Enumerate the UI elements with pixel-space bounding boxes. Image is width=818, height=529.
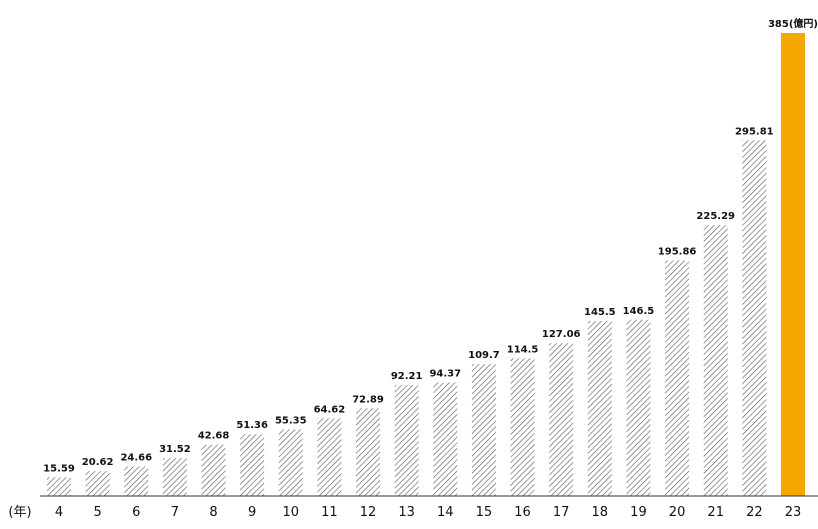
x-tick-10: 10 bbox=[283, 505, 300, 520]
x-tick-20: 20 bbox=[669, 505, 686, 520]
bar-22 bbox=[742, 140, 767, 496]
bar-7 bbox=[162, 458, 187, 496]
bar-13 bbox=[394, 385, 419, 496]
value-label-20: 195.86 bbox=[658, 246, 697, 257]
bar-14 bbox=[433, 382, 458, 496]
value-label-19: 146.5 bbox=[623, 306, 655, 317]
x-tick-4: 4 bbox=[55, 505, 63, 520]
x-tick-13: 13 bbox=[398, 505, 415, 520]
x-tick-16: 16 bbox=[514, 505, 531, 520]
x-tick-7: 7 bbox=[171, 505, 179, 520]
value-label-11: 64.62 bbox=[314, 404, 346, 415]
bar-17 bbox=[549, 343, 574, 496]
bar-16 bbox=[510, 358, 535, 496]
bar-10 bbox=[278, 429, 303, 496]
x-tick-5: 5 bbox=[93, 505, 101, 520]
value-label-10: 55.35 bbox=[275, 415, 307, 426]
value-labels-group: 15.59 20.62 24.66 31.52 42.68 51.36 55.35 64.62… bbox=[43, 17, 818, 474]
bar-9 bbox=[240, 434, 265, 496]
x-tick-19: 19 bbox=[630, 505, 647, 520]
value-label-14: 94.37 bbox=[429, 369, 461, 380]
value-label-17: 127.06 bbox=[542, 329, 581, 340]
x-unit-label: (年) bbox=[8, 505, 31, 520]
x-tick-17: 17 bbox=[553, 505, 570, 520]
x-tick-21: 21 bbox=[707, 505, 724, 520]
value-label-13: 92.21 bbox=[391, 371, 423, 382]
value-label-7: 31.52 bbox=[159, 444, 191, 455]
bar-21 bbox=[703, 225, 728, 496]
x-tick-15: 15 bbox=[476, 505, 493, 520]
x-tick-9: 9 bbox=[248, 505, 256, 520]
x-tick-18: 18 bbox=[592, 505, 609, 520]
bar-18 bbox=[587, 321, 612, 496]
x-tick-11: 11 bbox=[321, 505, 338, 520]
bar-5 bbox=[85, 471, 110, 496]
value-label-18: 145.5 bbox=[584, 307, 616, 318]
value-label-12: 72.89 bbox=[352, 394, 384, 405]
value-label-15: 109.7 bbox=[468, 350, 500, 361]
bar-12 bbox=[356, 408, 381, 496]
bar-6 bbox=[124, 466, 149, 496]
x-tick-14: 14 bbox=[437, 505, 454, 520]
x-tick-22: 22 bbox=[746, 505, 763, 520]
value-label-8: 42.68 bbox=[198, 431, 230, 442]
x-tick-6: 6 bbox=[132, 505, 140, 520]
bar-11 bbox=[317, 418, 342, 496]
value-label-5: 20.62 bbox=[82, 457, 114, 468]
value-label-16: 114.5 bbox=[507, 344, 539, 355]
x-tick-labels-group: 4 5 6 7 8 9 10 11 12 13 14 15 16 17 18 19 20 21 22 23 bbox=[55, 505, 801, 520]
value-label-4: 15.59 bbox=[43, 463, 75, 474]
bar-8 bbox=[201, 444, 226, 496]
x-tick-8: 8 bbox=[209, 505, 217, 520]
value-label-6: 24.66 bbox=[120, 452, 152, 463]
bar-4 bbox=[47, 477, 71, 496]
x-tick-12: 12 bbox=[360, 505, 377, 520]
bar-19 bbox=[626, 319, 651, 496]
value-label-21: 225.29 bbox=[696, 211, 735, 222]
bars-group bbox=[47, 33, 805, 496]
bar-20 bbox=[665, 260, 690, 496]
bar-15 bbox=[471, 364, 496, 496]
value-label-23: 385(億円) bbox=[768, 17, 818, 30]
bar-23 bbox=[780, 33, 805, 496]
value-label-22: 295.81 bbox=[735, 126, 774, 137]
value-label-9: 51.36 bbox=[236, 420, 268, 431]
x-tick-23: 23 bbox=[785, 505, 802, 520]
